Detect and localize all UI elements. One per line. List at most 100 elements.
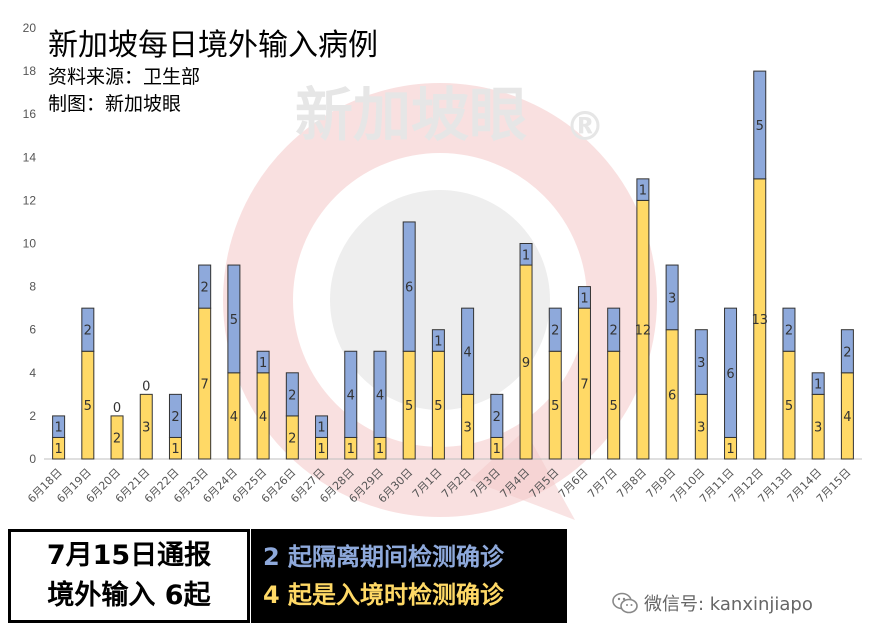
- data-label: 1: [814, 378, 822, 393]
- y-tick-label: 8: [29, 280, 36, 294]
- wechat-footer: 微信号: kanxinjiapo: [612, 590, 813, 616]
- bar-segment-yellow: [110, 415, 124, 460]
- bar-segment-blue: [724, 307, 738, 438]
- data-label: 1: [347, 442, 355, 457]
- data-label: 7: [201, 378, 209, 393]
- data-label: 1: [317, 421, 325, 436]
- data-label: 2: [785, 324, 793, 339]
- data-label: 0: [142, 379, 150, 394]
- bar-segment-blue: [52, 415, 66, 438]
- data-label: 5: [230, 313, 238, 328]
- bar-segment-blue: [519, 243, 533, 266]
- data-label: 5: [785, 399, 793, 414]
- x-tick-label: 7月7日: [585, 466, 620, 501]
- bar-segment-blue: [198, 264, 212, 309]
- data-label: 4: [376, 388, 384, 403]
- data-label: 2: [201, 281, 209, 296]
- y-tick-label: 2: [29, 409, 36, 423]
- data-label: 5: [756, 119, 764, 134]
- y-tick-label: 4: [29, 366, 36, 380]
- summary-count-line: 境外输入 6起: [47, 580, 211, 611]
- bar-segment-blue: [227, 264, 241, 374]
- data-label: 3: [814, 421, 822, 436]
- bar-segment-blue: [782, 307, 796, 352]
- data-label: 9: [522, 356, 530, 371]
- data-label: 0: [113, 401, 121, 416]
- data-label: 1: [726, 442, 734, 457]
- data-label: 3: [142, 421, 150, 436]
- bar-segment-blue: [461, 307, 475, 395]
- data-label: 6: [726, 367, 734, 382]
- source-text: 资料来源：卫生部: [48, 66, 201, 88]
- y-tick-label: 10: [23, 237, 37, 251]
- summary-date-line: 7月15日通报: [46, 540, 212, 571]
- data-label: 5: [405, 399, 413, 414]
- data-label: 1: [259, 356, 267, 371]
- data-label: 3: [668, 291, 676, 306]
- data-label: 1: [522, 248, 530, 263]
- data-label: 3: [463, 421, 471, 436]
- data-label: 7: [580, 378, 588, 393]
- data-label: 4: [843, 410, 851, 425]
- watermark-pin-tip: [470, 430, 575, 520]
- data-label: 1: [434, 334, 442, 349]
- watermark-text: 新加坡眼: [295, 81, 527, 149]
- data-label: 3: [697, 356, 705, 371]
- data-label: 12: [635, 324, 652, 339]
- data-label: 2: [84, 324, 92, 339]
- data-label: 1: [639, 184, 647, 199]
- credit-text: 制图：新加坡眼: [48, 93, 182, 115]
- bar-segment-blue: [753, 70, 767, 180]
- bar-segment-yellow: [139, 393, 153, 460]
- y-tick-label: 12: [23, 193, 37, 207]
- data-label: 4: [259, 410, 267, 425]
- bar-segment-blue: [548, 307, 562, 352]
- data-label: 1: [171, 442, 179, 457]
- bar-segment-blue: [665, 264, 679, 331]
- bar-segment-blue: [840, 329, 854, 374]
- data-label: 1: [54, 442, 62, 457]
- x-tick-label: 7月8日: [614, 466, 649, 501]
- data-label: 1: [493, 442, 501, 457]
- y-tick-label: 18: [23, 64, 37, 78]
- bar-segment-blue: [811, 372, 825, 395]
- data-label: 5: [551, 399, 559, 414]
- data-label: 2: [288, 431, 296, 446]
- data-label: 4: [347, 388, 355, 403]
- bar-segment-blue: [490, 393, 504, 438]
- data-label: 6: [668, 388, 676, 403]
- y-tick-label: 6: [29, 323, 36, 337]
- y-tick-label: 20: [23, 21, 37, 35]
- bar-segment-blue: [373, 350, 387, 438]
- y-tick-label: 14: [23, 150, 37, 164]
- data-label: 13: [751, 313, 768, 328]
- chart-title: 新加坡每日境外输入病例: [48, 28, 378, 63]
- data-label: 2: [843, 345, 851, 360]
- bar-segment-blue: [315, 415, 329, 438]
- breakdown-arrival-line: 4 起是入境时检测确诊: [263, 581, 505, 609]
- data-label: 4: [230, 410, 238, 425]
- breakdown-box: 2 起隔离期间检测确诊 4 起是入境时检测确诊: [251, 529, 567, 623]
- wechat-icon: [612, 592, 638, 614]
- bar-segment-blue: [344, 350, 358, 438]
- bar-segment-blue: [256, 350, 270, 374]
- data-label: 6: [405, 281, 413, 296]
- bar-segment-blue: [694, 329, 708, 395]
- data-label: 5: [610, 399, 618, 414]
- bar-segment-blue: [577, 286, 591, 309]
- data-label: 2: [493, 410, 501, 425]
- wechat-id: 微信号: kanxinjiapo: [644, 594, 813, 615]
- data-label: 4: [463, 345, 471, 360]
- bar-segment-blue: [431, 329, 445, 352]
- watermark-ring: [223, 83, 657, 517]
- data-label: 5: [84, 399, 92, 414]
- data-label: 1: [376, 442, 384, 457]
- bar-segment-blue: [636, 178, 650, 201]
- data-label: 1: [54, 421, 62, 436]
- data-label: 5: [434, 399, 442, 414]
- summary-box: 7月15日通报 境外输入 6起: [8, 529, 250, 623]
- data-label: 1: [580, 291, 588, 306]
- bar-segment-blue: [81, 307, 95, 352]
- bar-segment-blue: [168, 393, 182, 438]
- breakdown-quarantine-line: 2 起隔离期间检测确诊: [263, 543, 505, 571]
